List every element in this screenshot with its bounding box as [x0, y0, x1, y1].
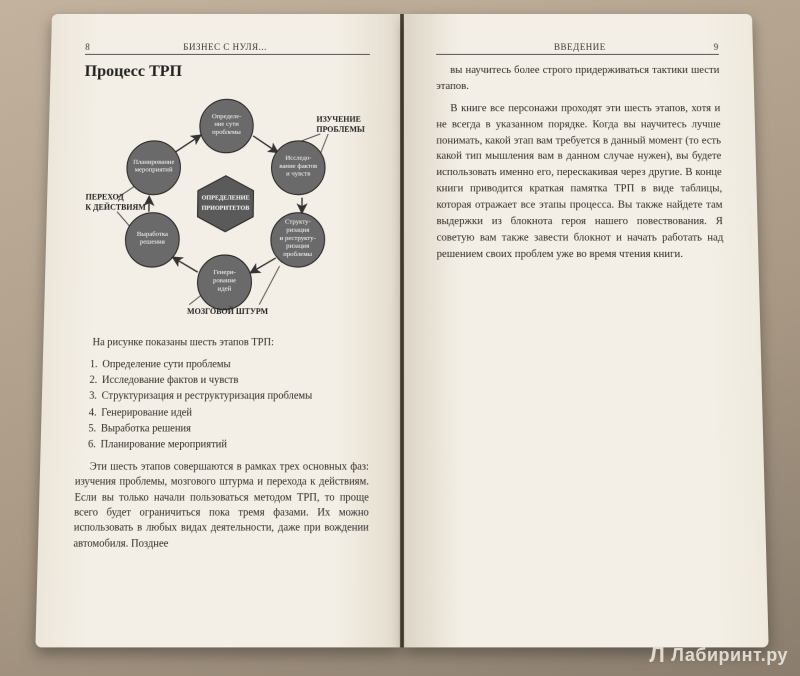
- svg-text:Планирование: Планирование: [133, 159, 175, 166]
- svg-text:мероприятий: мероприятий: [135, 167, 173, 174]
- svg-text:и чувств: и чувств: [286, 171, 310, 178]
- watermark: Л Лабиринт.ру: [649, 642, 788, 668]
- svg-text:Определе-: Определе-: [212, 113, 242, 120]
- diagram-node: Планированиемероприятий: [126, 141, 180, 195]
- phase-label: ИЗУЧЕНИЕ: [316, 115, 360, 124]
- svg-text:ризация: ризация: [286, 227, 309, 234]
- svg-text:Исследо-: Исследо-: [285, 155, 311, 162]
- watermark-text: Лабиринт.ру: [671, 645, 788, 666]
- step-item: Структуризация и реструктуризация пробле…: [99, 389, 369, 405]
- right-paragraph-1: вы научитесь более строго придерживаться…: [436, 63, 720, 95]
- right-header: ВВЕДЕНИЕ 9: [436, 42, 719, 55]
- svg-text:решения: решения: [140, 239, 165, 246]
- svg-text:Генери-: Генери-: [213, 269, 235, 276]
- svg-text:Выработка: Выработка: [137, 231, 168, 238]
- diagram-node: Определе-ние сутипроблемы: [199, 99, 253, 152]
- svg-text:ние сути: ние сути: [214, 121, 239, 128]
- step-item: Исследование фактов и чувств: [100, 373, 369, 389]
- left-running-head: БИЗНЕС С НУЛЯ...: [90, 42, 360, 52]
- svg-text:рование: рование: [213, 277, 236, 284]
- step-item: Определение сути проблемы: [100, 357, 369, 373]
- step-item: Планирование мероприятий: [98, 437, 369, 453]
- watermark-icon: Л: [649, 642, 665, 668]
- svg-text:проблемы: проблемы: [212, 129, 241, 136]
- right-page-number: 9: [714, 42, 719, 52]
- svg-text:ОПРЕДЕЛЕНИЕ: ОПРЕДЕЛЕНИЕ: [202, 196, 250, 202]
- svg-text:ризация: ризация: [286, 243, 309, 250]
- diagram-node: Генери-рованиеидей: [197, 255, 252, 310]
- open-book: 8 БИЗНЕС С НУЛЯ... Процесс ТРП ОПРЕДЕЛЕН…: [35, 14, 768, 647]
- svg-text:идей: идей: [218, 285, 232, 292]
- svg-text:проблемы: проблемы: [283, 251, 312, 258]
- steps-list: Определение сути проблемыИсследование фа…: [82, 357, 369, 454]
- svg-text:ПРИОРИТЕТОВ: ПРИОРИТЕТОВ: [202, 206, 250, 212]
- phase-label: К ДЕЙСТВИЯМ: [85, 203, 146, 212]
- left-body-paragraph: Эти шесть этапов совершаются в рамках тр…: [73, 460, 369, 553]
- svg-text:вание фактов: вание фактов: [279, 163, 317, 170]
- right-page: ВВЕДЕНИЕ 9 вы научитесь более строго при…: [404, 14, 769, 647]
- steps-intro: На рисунке показаны шесть этапов ТРП:: [78, 336, 369, 350]
- step-item: Выработка решения: [99, 421, 369, 437]
- right-paragraph-2: В книге все персонажи проходят эти шесть…: [436, 101, 724, 263]
- phase-label: МОЗГОВОЙ ШТУРМ: [187, 306, 269, 315]
- step-item: Генерирование идей: [99, 405, 369, 421]
- svg-text:и реструкту-: и реструкту-: [280, 235, 316, 242]
- left-page: 8 БИЗНЕС С НУЛЯ... Процесс ТРП ОПРЕДЕЛЕН…: [35, 14, 400, 647]
- center-hexagon: ОПРЕДЕЛЕНИЕ ПРИОРИТЕТОВ: [197, 176, 253, 232]
- diagram-node: Выработкарешения: [125, 213, 180, 267]
- phase-label: ПРОБЛЕМЫ: [316, 125, 365, 134]
- page-title: Процесс ТРП: [84, 63, 369, 81]
- right-running-head: ВВЕДЕНИЕ: [446, 42, 714, 52]
- phase-label: ПЕРЕХОД: [86, 192, 125, 201]
- trp-process-diagram: ОПРЕДЕЛЕНИЕ ПРИОРИТЕТОВ: [79, 89, 370, 324]
- diagram-node: Структу-ризацияи реструкту-ризацияпробле…: [271, 213, 325, 267]
- svg-text:Структу-: Структу-: [285, 219, 311, 226]
- diagram-node: Исследо-вание фактови чувств: [271, 141, 325, 195]
- left-header: 8 БИЗНЕС С НУЛЯ...: [85, 42, 370, 55]
